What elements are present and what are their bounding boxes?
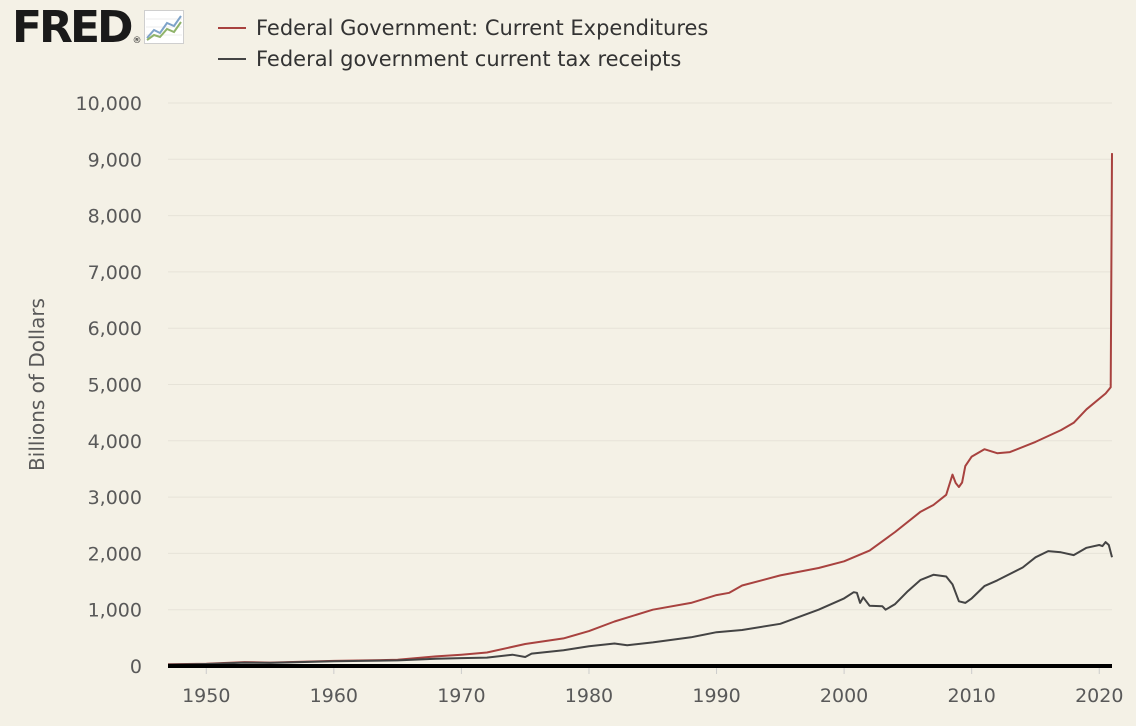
legend-label-tax-receipts: Federal government current tax receipts — [256, 46, 682, 71]
grid-lines — [168, 102, 1112, 611]
legend-swatch-tax-receipts — [218, 57, 246, 60]
x-tick-label: 1960 — [310, 685, 358, 707]
y-tick-label: 1,000 — [88, 600, 142, 622]
legend-item-tax-receipts[interactable]: Federal government current tax receipts — [218, 43, 708, 74]
legend-label-expenditures: Federal Government: Current Expenditures — [256, 15, 709, 40]
line-chart-icon — [143, 10, 184, 48]
series-line-expenditures[interactable] — [167, 153, 1113, 666]
y-tick-label: 0 — [130, 656, 142, 678]
x-tick-label: 2020 — [1075, 685, 1123, 707]
y-tick-label: 9,000 — [88, 149, 142, 171]
x-tick-label: 1950 — [182, 685, 230, 707]
x-tick-label: 2000 — [820, 685, 868, 707]
legend-swatch-expenditures — [218, 26, 246, 29]
fred-logo-text: FRED — [12, 2, 134, 53]
y-tick-label: 10,000 — [76, 93, 142, 115]
y-tick-label: 8,000 — [88, 206, 142, 228]
legend-item-expenditures[interactable]: Federal Government: Current Expenditures — [218, 12, 708, 43]
x-tick-label: 1980 — [565, 685, 613, 707]
registered-mark: ® — [132, 36, 142, 46]
y-tick-label: 4,000 — [88, 431, 142, 453]
chart-legend: Federal Government: Current Expenditures… — [218, 12, 708, 74]
fred-logo[interactable]: FRED ® — [12, 6, 184, 50]
series-line-tax-receipts[interactable] — [167, 541, 1113, 666]
y-tick-label: 2,000 — [88, 543, 142, 565]
x-tick-label: 1970 — [437, 685, 485, 707]
x-tick-label: 1990 — [692, 685, 740, 707]
y-tick-label: 7,000 — [88, 262, 142, 284]
y-axis-title: Billions of Dollars — [25, 298, 49, 471]
series-lines — [167, 153, 1113, 666]
y-tick-label: 3,000 — [88, 487, 142, 509]
axes: 0 1,000 2,000 3,000 4,000 5,000 6,000 7,000 8,00… — [25, 93, 1123, 707]
x-tick-label: 2010 — [947, 685, 995, 707]
y-tick-label: 6,000 — [88, 318, 142, 340]
y-tick-label: 5,000 — [88, 375, 142, 397]
